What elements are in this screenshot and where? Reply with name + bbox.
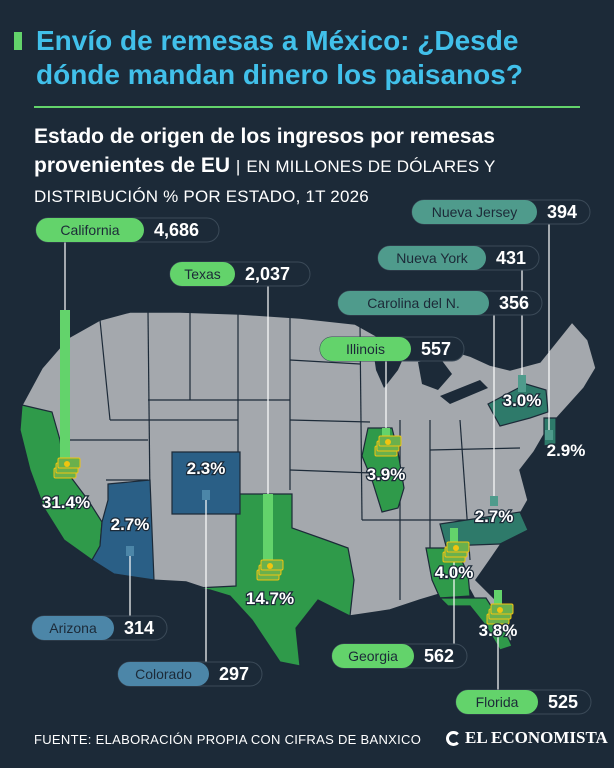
money-icon-texas <box>256 559 284 581</box>
state-labels: California 4,686 Texas 2,037 Georgia 562 Illin… <box>31 199 592 715</box>
subtitle-units: EN MILLONES DE DÓLARES Y DISTRIBUCIÓN % … <box>34 157 496 206</box>
state-pill-florida <box>456 690 538 714</box>
lake-huron <box>418 358 452 390</box>
chart-subtitle: Estado de origen de los ingresos por rem… <box>34 122 594 211</box>
state-label-texas: Texas 2,037 <box>169 261 311 287</box>
state-pill-georgia <box>332 644 414 668</box>
value-bar-colorado <box>202 490 210 500</box>
state-border-7 <box>289 359 361 365</box>
title-divider <box>34 106 580 108</box>
state-value-nueva-york: 431 <box>496 248 526 268</box>
state-name-nueva-york: Nueva York <box>396 250 469 266</box>
state-shape-arizona <box>91 479 155 581</box>
state-name-illinois: Illinois <box>346 341 385 357</box>
value-bars <box>53 310 553 625</box>
state-pill-carolina-del-n <box>338 291 489 315</box>
state-value-colorado: 297 <box>219 664 249 684</box>
state-shape-colorado <box>171 451 241 515</box>
money-icon-illinois <box>374 435 402 457</box>
state-pill-illinois <box>320 337 411 361</box>
state-name-florida: Florida <box>476 694 519 710</box>
state-label-california: California 4,686 <box>35 217 220 243</box>
state-border-15 <box>429 447 521 451</box>
state-name-california: California <box>60 222 119 238</box>
value-bar-carolina-del-n <box>490 496 498 506</box>
share-label-california: 31.4% <box>42 493 90 512</box>
value-bar-california <box>60 310 70 470</box>
state-label-georgia: Georgia 562 <box>331 643 468 669</box>
value-bar-nueva-jersey <box>545 430 553 440</box>
state-pill-california <box>36 218 144 242</box>
share-label-colorado: 2.3% <box>187 459 226 478</box>
value-bar-nueva-york <box>518 375 526 392</box>
state-name-arizona: Arizona <box>49 620 97 636</box>
money-icon-california <box>53 457 81 479</box>
state-border-1 <box>147 311 151 501</box>
state-pill-nueva-jersey <box>412 200 537 224</box>
state-label-carolina-del-n: Carolina del N. 356 <box>337 290 543 316</box>
state-label-nueva-jersey: Nueva Jersey 394 <box>411 199 591 225</box>
share-label-carolina-del-n: 2.7% <box>475 507 514 526</box>
share-label-georgia: 4.0% <box>435 563 474 582</box>
subtitle-separator: | <box>235 157 241 176</box>
state-value-arizona: 314 <box>124 618 154 638</box>
money-icon-florida <box>486 603 514 625</box>
state-value-georgia: 562 <box>424 646 454 666</box>
subtitle-main: Estado de origen de los ingresos por rem… <box>34 125 495 177</box>
page-title: Envío de remesas a México: ¿Desde dónde … <box>36 25 523 90</box>
share-labels: 31.4% 14.7% 4.0% 3.9% 3.8% 3.0% 2.9% 2.7% 2.7% 2.… <box>41 390 587 642</box>
state-border-0 <box>99 319 111 421</box>
state-pill-arizona <box>32 616 114 640</box>
state-value-california: 4,686 <box>154 220 199 240</box>
value-bar-texas <box>263 494 273 572</box>
state-name-georgia: Georgia <box>348 648 398 664</box>
state-label-florida: Florida 525 <box>455 689 592 715</box>
state-name-texas: Texas <box>184 266 221 282</box>
state-name-colorado: Colorado <box>135 666 192 682</box>
state-label-nueva-york: Nueva York 431 <box>377 245 540 271</box>
share-label-texas: 14.7% <box>246 589 294 608</box>
title-accent-bar <box>14 32 22 50</box>
state-value-florida: 525 <box>548 692 578 712</box>
share-label-nueva-york: 3.0% <box>503 391 542 410</box>
state-value-texas: 2,037 <box>245 264 290 284</box>
money-icon-georgia <box>442 541 470 563</box>
state-label-colorado: Colorado 297 <box>117 661 263 687</box>
value-bar-arizona <box>126 546 134 556</box>
state-pill-colorado <box>118 662 209 686</box>
state-shape-carolina-del-n <box>439 511 529 547</box>
lake-erie <box>440 380 488 404</box>
brand-mark-icon <box>446 730 461 746</box>
leader-lines <box>64 222 550 690</box>
state-label-arizona: Arizona 314 <box>31 615 168 641</box>
value-bar-florida <box>494 590 502 616</box>
share-label-florida: 3.8% <box>479 621 518 640</box>
highlighted-states <box>19 383 557 667</box>
state-value-illinois: 557 <box>421 339 451 359</box>
state-border-8 <box>289 419 371 423</box>
state-label-illinois: Illinois 557 <box>319 336 465 362</box>
state-pill-texas <box>170 262 235 286</box>
share-label-illinois: 3.9% <box>367 465 406 484</box>
state-name-carolina-del-n: Carolina del N. <box>367 295 460 311</box>
value-bar-georgia <box>450 528 458 554</box>
share-label-arizona: 2.7% <box>111 515 150 534</box>
state-pill-nueva-york <box>378 246 486 270</box>
state-value-carolina-del-n: 356 <box>499 293 529 313</box>
brand-name: EL ECONOMISTA <box>465 728 608 747</box>
brand-logo: EL ECONOMISTA <box>446 728 608 748</box>
state-name-nueva-jersey: Nueva Jersey <box>432 204 518 220</box>
state-value-nueva-jersey: 394 <box>547 202 577 222</box>
share-label-nueva-jersey: 2.9% <box>547 441 586 460</box>
source-note: FUENTE: ELABORACIÓN PROPIA CON CIFRAS DE… <box>34 732 422 747</box>
